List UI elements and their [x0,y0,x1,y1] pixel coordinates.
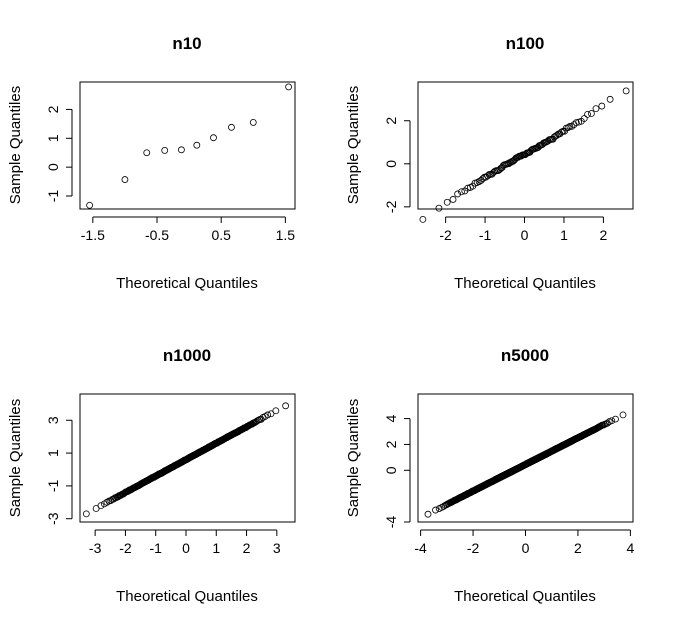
data-point [282,402,290,410]
data-point [592,105,600,113]
x-axis: -1.5 -0.5 0.5 1.5 [81,216,296,243]
data-point [419,215,427,223]
panel-title: n5000 [501,346,549,365]
plot-frame [417,393,634,523]
x-tick-label: 0.5 [211,227,231,243]
data-point [588,110,595,117]
data-points [82,402,290,518]
panel-title: n100 [506,34,545,53]
y-tick-label: -2 [383,200,399,213]
data-point [161,147,169,154]
data-point [557,128,565,136]
x-tick-label: 2 [243,540,251,556]
data-point [572,119,580,127]
data-point [575,118,583,126]
data-point [424,510,432,518]
data-point [458,188,465,196]
data-point [435,204,443,212]
data-point [143,149,151,157]
x-axis-label: Theoretical Quantiles [454,275,596,292]
data-point [449,196,457,203]
y-tick-label: 1 [45,134,61,142]
x-tick-label: -2 [439,227,452,243]
data-points [424,411,627,518]
data-point [82,510,90,518]
x-axis: -3 -2 -1 0 1 2 3 [89,529,281,556]
qq-panel-n100: n100 -2 -1 0 1 2 -202 Theoretical Quantiles … [345,34,634,292]
data-point [432,506,439,514]
x-tick-label: 1 [560,227,568,243]
data-point [285,83,292,91]
y-tick-label: -1 [45,190,61,203]
y-axis-label: Sample Quantiles [7,399,24,517]
x-tick-label: 1.5 [276,227,296,243]
x-tick-label: -0.5 [145,227,169,243]
y-axis: -1 0 1 2 [45,105,73,203]
data-point [193,141,201,149]
data-point [564,124,572,131]
y-tick-label: -1 [45,479,61,492]
data-point [580,115,588,122]
data-point [606,95,614,103]
data-point [272,407,280,415]
x-tick-label: -1 [479,227,492,243]
x-tick-label: 0 [182,540,190,556]
y-axis-label: Sample Quantiles [345,86,362,204]
data-point [566,123,574,130]
x-tick-label: -1.5 [81,227,105,243]
data-point [584,110,591,118]
x-axis-label: Theoretical Quantiles [116,275,258,292]
data-point [121,176,129,183]
data-point [443,198,451,206]
data-points [419,87,630,223]
x-tick-label: -1 [149,540,162,556]
y-tick-label: 2 [45,105,61,113]
data-points [86,83,292,209]
panel-title: n10 [172,34,201,53]
x-tick-label: 3 [273,540,281,556]
plot-frame [79,393,296,523]
data-point [86,201,94,209]
x-tick-label: 0 [521,227,529,243]
data-point [264,411,272,419]
data-point [97,502,105,510]
data-point [177,146,185,154]
data-point [249,119,257,126]
data-point [622,87,630,95]
x-axis-label: Theoretical Quantiles [116,588,258,605]
x-tick-label: -3 [89,540,102,556]
plot-frame [417,81,634,210]
y-axis-label: Sample Quantiles [7,86,24,204]
x-tick-label: -2 [119,540,132,556]
y-tick-label: 0 [383,160,399,168]
data-point [598,102,606,110]
data-point [267,410,275,418]
data-point [496,166,504,173]
qq-panel-n1000: n1000 -3 -2 -1 0 1 2 3 -3 -1 1 3 Theoretical Quan… [7,346,296,605]
y-axis: -3 -1 1 3 [45,416,73,525]
x-axis: -2 -1 0 1 2 [439,216,608,243]
panel-title: n1000 [163,346,211,365]
y-tick-label: 0 [45,163,61,171]
y-tick-label: 3 [45,416,61,424]
data-point [479,175,487,183]
x-tick-label: 2 [600,227,608,243]
data-point [103,498,111,506]
x-tick-label: 1 [212,540,220,556]
data-point [210,134,217,142]
y-tick-label: 1 [45,449,61,457]
data-point [228,123,235,131]
plot-frame [79,81,296,210]
data-point [454,190,462,198]
qq-panel-n10: n10 -1.5 -0.5 0.5 1.5 -1 0 1 2 Theoretical Qua… [7,34,296,292]
y-tick-label: -3 [45,512,61,525]
y-tick-label: 2 [383,117,399,125]
y-axis: -2 0 2 [383,117,411,213]
data-point [568,122,576,130]
